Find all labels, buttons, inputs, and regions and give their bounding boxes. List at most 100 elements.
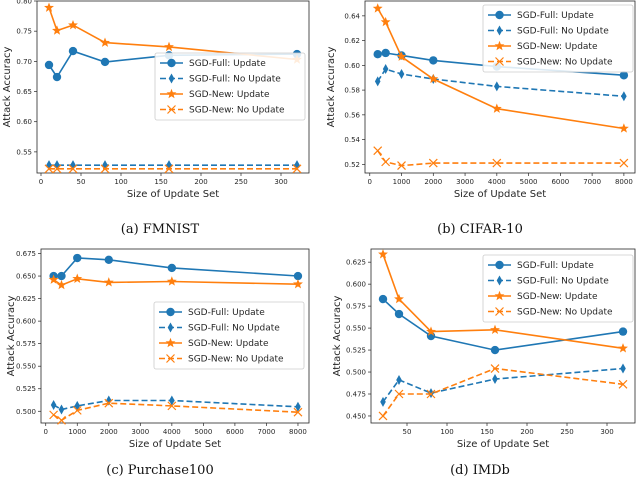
data-point bbox=[169, 395, 175, 406]
y-tick-label: 0.525 bbox=[346, 347, 366, 355]
y-tick-label: 0.575 bbox=[346, 303, 366, 311]
legend-marker bbox=[165, 337, 176, 348]
series-sgd-full-update bbox=[378, 294, 628, 355]
y-tick-label: 0.500 bbox=[16, 408, 36, 416]
y-tick-label: 0.56 bbox=[344, 111, 360, 119]
data-point bbox=[492, 158, 502, 168]
series-sgd-new-no-update bbox=[44, 164, 302, 174]
data-point bbox=[426, 389, 436, 399]
data-point bbox=[50, 399, 57, 410]
y-tick-label: 0.62 bbox=[344, 37, 360, 45]
x-tick-label: 7000 bbox=[583, 178, 601, 186]
legend-frame bbox=[154, 52, 306, 121]
data-point bbox=[397, 161, 406, 171]
y-tick-label: 0.600 bbox=[346, 281, 366, 289]
data-point bbox=[295, 401, 301, 412]
x-tick-label: 50 bbox=[77, 178, 86, 186]
x-tick-label: 0 bbox=[43, 428, 47, 436]
y-axis-label: Attack Accuracy bbox=[326, 47, 337, 128]
x-tick-label: 6000 bbox=[551, 178, 569, 186]
data-point bbox=[618, 343, 628, 353]
series-sgd-new-no-update bbox=[49, 398, 303, 425]
x-tick-label: 150 bbox=[154, 178, 167, 186]
y-tick-label: 0.475 bbox=[346, 391, 366, 399]
legend-label: SGD-Full: No Update bbox=[189, 75, 281, 85]
x-tick-label: 0 bbox=[39, 178, 43, 186]
legend-label: SGD-Full: No Update bbox=[188, 324, 280, 334]
data-point bbox=[164, 41, 174, 52]
x-tick-label: 2000 bbox=[424, 178, 442, 186]
legend-marker bbox=[494, 290, 505, 301]
data-point bbox=[380, 16, 391, 27]
data-point bbox=[52, 72, 62, 82]
data-point bbox=[381, 48, 390, 58]
data-point bbox=[621, 91, 627, 102]
legend-marker bbox=[166, 307, 175, 317]
legend: SGD-Full: Update SGD-Full: No Update SGD-N… bbox=[154, 52, 306, 121]
data-point bbox=[166, 276, 177, 286]
data-point bbox=[57, 271, 66, 281]
data-point bbox=[618, 327, 628, 336]
x-axis-label: Size of Update Set bbox=[129, 439, 221, 450]
data-point bbox=[52, 25, 62, 35]
y-tick-label: 0.525 bbox=[16, 385, 36, 393]
legend-label: SGD-New: No Update bbox=[189, 106, 285, 116]
x-tick-label: 300 bbox=[600, 428, 613, 436]
y-tick-label: 0.550 bbox=[16, 363, 36, 371]
legend-marker bbox=[167, 58, 176, 68]
legend-marker bbox=[166, 354, 175, 363]
subplot-3: 0 1000 2000 3000 4000 5000 6000 7000 8000 0.500 0.… bbox=[6, 248, 310, 478]
legend-label: SGD-Full: Update bbox=[517, 11, 594, 21]
data-point bbox=[374, 76, 381, 87]
x-tick-label: 300 bbox=[274, 178, 287, 186]
subplot-caption: (b) CIFAR-10 bbox=[437, 222, 523, 237]
data-point bbox=[104, 255, 113, 265]
legend-label: SGD-New: Update bbox=[517, 42, 598, 52]
data-point bbox=[490, 324, 500, 335]
subplot-caption: (d) IMDb bbox=[450, 463, 510, 478]
legend-label: SGD-Full: Update bbox=[517, 261, 594, 271]
legend-label: SGD-Full: Update bbox=[188, 308, 265, 318]
legend-label: SGD-Full: No Update bbox=[517, 277, 609, 287]
series-line bbox=[377, 7, 625, 130]
data-point bbox=[44, 2, 54, 12]
legend-marker bbox=[494, 40, 505, 51]
data-point bbox=[373, 50, 382, 59]
subplot-caption: (a) FMNIST bbox=[121, 222, 200, 237]
y-axis-label: Attack Accuracy bbox=[6, 296, 17, 377]
x-tick-label: 5000 bbox=[194, 428, 212, 436]
series-sgd-new-no-update bbox=[373, 146, 629, 171]
series-line bbox=[53, 402, 299, 422]
y-axis-label: Attack Accuracy bbox=[2, 47, 13, 128]
y-tick-label: 0.500 bbox=[346, 369, 366, 377]
subplot-4: 50 100 150 200 250 300 0.450 0.475 0.500 0.525 0.5… bbox=[332, 248, 636, 478]
x-tick-label: 0 bbox=[368, 178, 372, 186]
y-tick-label: 0.55 bbox=[16, 148, 32, 156]
data-point bbox=[46, 160, 52, 171]
legend: SGD-Full: Update SGD-Full: No Update SGD-N… bbox=[482, 4, 634, 73]
x-tick-label: 8000 bbox=[289, 428, 307, 436]
legend-marker bbox=[495, 260, 504, 270]
data-point bbox=[68, 46, 78, 56]
data-point bbox=[394, 389, 404, 399]
series-sgd-new-no-update bbox=[378, 364, 628, 421]
data-point bbox=[429, 56, 438, 65]
data-point bbox=[618, 379, 628, 389]
data-point bbox=[619, 71, 629, 80]
legend: SGD-Full: Update SGD-Full: No Update SGD-N… bbox=[153, 301, 305, 370]
data-point bbox=[398, 69, 405, 80]
legend-marker bbox=[495, 10, 504, 20]
y-tick-label: 0.54 bbox=[344, 136, 360, 144]
legend-marker bbox=[166, 88, 177, 99]
x-axis-label: Size of Update Set bbox=[454, 189, 546, 200]
subplot-1: 0 50 100 150 200 250 300 0.55 0.60 0.65 0.70 0.75 0.… bbox=[2, 0, 310, 237]
x-axis-label: Size of Update Set bbox=[457, 439, 549, 450]
y-tick-label: 0.64 bbox=[344, 12, 360, 20]
legend-frame bbox=[482, 254, 634, 323]
x-tick-label: 3000 bbox=[456, 178, 474, 186]
y-tick-label: 0.80 bbox=[16, 0, 32, 6]
legend-marker bbox=[167, 322, 174, 333]
subplot-caption: (c) Purchase100 bbox=[106, 463, 213, 478]
data-point bbox=[382, 64, 389, 75]
